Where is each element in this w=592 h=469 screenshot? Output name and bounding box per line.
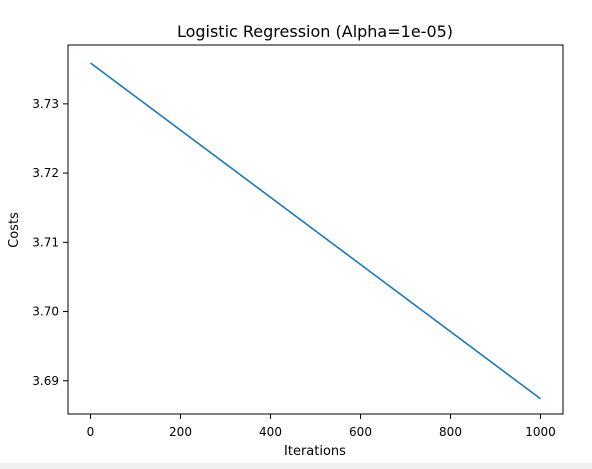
x-axis-ticks: 0 200 400 600 800 1000 bbox=[87, 414, 556, 439]
series-layer bbox=[90, 62, 541, 400]
x-tick-label: 0 bbox=[87, 425, 95, 439]
y-tick-label: 3.70 bbox=[32, 305, 59, 319]
y-tick-label: 3.73 bbox=[32, 97, 59, 111]
y-axis-ticks: 3.69 3.70 3.71 3.72 3.73 bbox=[32, 97, 68, 388]
x-tick-label: 800 bbox=[439, 425, 462, 439]
x-tick-label: 600 bbox=[349, 425, 372, 439]
y-tick-label: 3.72 bbox=[32, 166, 59, 180]
y-tick-label: 3.71 bbox=[32, 235, 59, 249]
x-tick-label: 400 bbox=[259, 425, 282, 439]
y-tick-label: 3.69 bbox=[32, 374, 59, 388]
x-axis-label: Iterations bbox=[284, 444, 346, 459]
plot-area-frame bbox=[67, 44, 564, 415]
cost-series-line bbox=[90, 62, 541, 400]
x-tick-label: 200 bbox=[169, 425, 192, 439]
chart-title: Logistic Regression (Alpha=1e-05) bbox=[177, 22, 453, 41]
x-tick-label: 1000 bbox=[525, 425, 556, 439]
y-axis-label: Costs bbox=[7, 212, 22, 248]
window-bottom-strip bbox=[0, 463, 592, 469]
